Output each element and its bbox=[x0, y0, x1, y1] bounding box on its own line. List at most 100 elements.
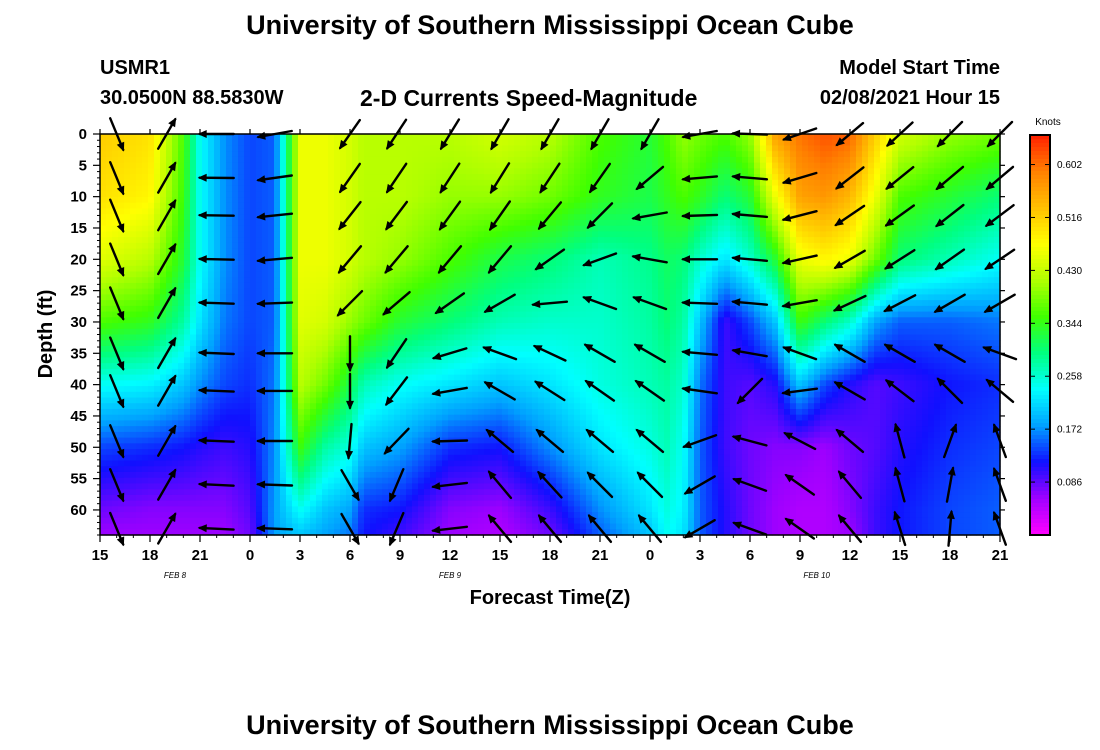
heatmap-cell bbox=[520, 225, 527, 232]
heatmap-cell bbox=[400, 443, 407, 450]
heatmap-cell bbox=[496, 374, 503, 381]
heatmap-cell bbox=[220, 374, 227, 381]
heatmap-cell bbox=[514, 156, 521, 164]
heatmap-cell bbox=[340, 277, 347, 284]
heatmap-cell bbox=[124, 225, 131, 232]
heatmap-cell bbox=[232, 471, 239, 479]
heatmap-cell bbox=[418, 145, 425, 152]
heatmap-cell bbox=[490, 523, 497, 530]
heatmap-cell bbox=[520, 340, 527, 347]
heatmap-cell bbox=[406, 397, 413, 404]
heatmap-cell bbox=[418, 271, 425, 278]
heatmap-cell bbox=[520, 351, 527, 359]
heatmap-cell bbox=[256, 443, 263, 450]
heatmap-cell bbox=[418, 208, 425, 215]
heatmap-cell bbox=[508, 414, 515, 422]
heatmap-cell bbox=[358, 323, 365, 330]
heatmap-cell bbox=[244, 185, 251, 192]
heatmap-cell bbox=[100, 174, 107, 181]
heatmap-cell bbox=[490, 351, 497, 359]
heatmap-cell bbox=[316, 214, 323, 221]
heatmap-cell bbox=[370, 156, 377, 164]
heatmap-cell bbox=[112, 494, 119, 502]
heatmap-cell bbox=[310, 202, 317, 210]
heatmap-cell bbox=[358, 363, 365, 370]
heatmap-cell bbox=[514, 197, 521, 204]
heatmap-cell bbox=[226, 134, 233, 141]
heatmap-cell bbox=[190, 179, 197, 187]
heatmap-cell bbox=[418, 151, 425, 158]
heatmap-cell bbox=[394, 179, 401, 187]
heatmap-cell bbox=[496, 197, 503, 204]
heatmap-cell bbox=[346, 179, 353, 187]
heatmap-cell bbox=[160, 242, 167, 250]
heatmap-cell bbox=[448, 202, 455, 210]
heatmap-cell bbox=[226, 242, 233, 250]
heatmap-cell bbox=[148, 168, 155, 175]
heatmap-cell bbox=[496, 260, 503, 267]
heatmap-cell bbox=[394, 208, 401, 215]
heatmap-cell bbox=[520, 145, 527, 152]
heatmap-cell bbox=[370, 145, 377, 152]
heatmap-cell bbox=[454, 323, 461, 330]
heatmap-cell bbox=[520, 282, 527, 290]
heatmap-cell bbox=[154, 139, 161, 147]
heatmap-cell bbox=[460, 443, 467, 450]
heatmap-cell bbox=[106, 443, 113, 450]
heatmap-cell bbox=[268, 288, 275, 295]
heatmap-cell bbox=[514, 277, 521, 284]
heatmap-cell bbox=[220, 449, 227, 456]
heatmap-cell bbox=[154, 162, 161, 169]
heatmap-cell bbox=[346, 317, 353, 324]
heatmap-cell bbox=[508, 311, 515, 318]
heatmap-cell bbox=[472, 328, 479, 336]
heatmap-cell bbox=[292, 345, 299, 353]
heatmap-cell bbox=[232, 351, 239, 359]
heatmap-cell bbox=[112, 179, 119, 187]
heatmap-cell bbox=[262, 506, 269, 513]
heatmap-cell bbox=[280, 512, 287, 519]
heatmap-cell bbox=[214, 460, 221, 467]
heatmap-cell bbox=[424, 305, 431, 313]
heatmap-cell bbox=[406, 414, 413, 422]
heatmap-cell bbox=[328, 288, 335, 295]
heatmap-cell bbox=[190, 294, 197, 301]
heatmap-cell bbox=[304, 340, 311, 347]
heatmap-cell bbox=[364, 517, 371, 525]
heatmap-cell bbox=[484, 231, 491, 238]
heatmap-cell bbox=[106, 162, 113, 169]
heatmap-cell bbox=[172, 328, 179, 336]
heatmap-cell bbox=[460, 260, 467, 267]
heatmap-cell bbox=[334, 483, 341, 490]
heatmap-cell bbox=[376, 437, 383, 444]
heatmap-cell bbox=[100, 168, 107, 175]
heatmap-cell bbox=[400, 168, 407, 175]
heatmap-cell bbox=[496, 328, 503, 336]
heatmap-cell bbox=[250, 403, 257, 410]
heatmap-cell bbox=[430, 328, 437, 336]
heatmap-cell bbox=[232, 529, 239, 536]
heatmap-cell bbox=[142, 151, 149, 158]
heatmap-cell bbox=[424, 277, 431, 284]
heatmap-cell bbox=[394, 277, 401, 284]
heatmap-cell bbox=[106, 512, 113, 519]
heatmap-cell bbox=[292, 265, 299, 273]
heatmap-cell bbox=[244, 254, 251, 261]
heatmap-cell bbox=[478, 311, 485, 318]
heatmap-cell bbox=[130, 403, 137, 410]
heatmap-cell bbox=[280, 357, 287, 364]
heatmap-cell bbox=[196, 185, 203, 192]
heatmap-cell bbox=[298, 300, 305, 307]
heatmap-cell bbox=[160, 231, 167, 238]
heatmap-cell bbox=[142, 408, 149, 416]
heatmap-cell bbox=[178, 288, 185, 295]
heatmap-cell bbox=[484, 483, 491, 490]
heatmap-cell bbox=[262, 311, 269, 318]
heatmap-cell bbox=[208, 466, 215, 473]
heatmap-cell bbox=[280, 265, 287, 273]
heatmap-cell bbox=[304, 311, 311, 318]
heatmap-cell bbox=[412, 311, 419, 318]
heatmap-cell bbox=[310, 420, 317, 427]
heatmap-cell bbox=[316, 443, 323, 450]
heatmap-cell bbox=[274, 305, 281, 313]
